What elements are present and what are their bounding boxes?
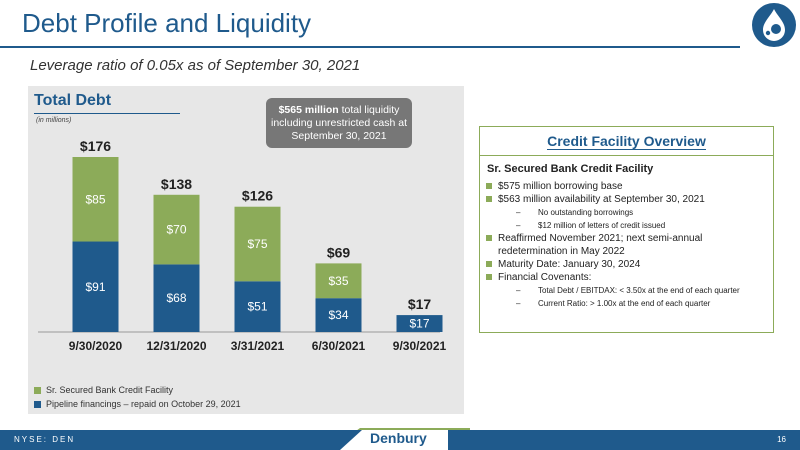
- bar-total-label: $69: [327, 244, 351, 260]
- bar-value-label: $75: [247, 237, 267, 251]
- credit-facility-box: Credit Facility Overview Sr. Secured Ban…: [479, 126, 774, 333]
- bullet-marker: [486, 196, 492, 202]
- bar-segment: [396, 315, 443, 332]
- bar-segment: [153, 194, 200, 265]
- sub-bullet-item: – $12 million of letters of credit issued: [516, 221, 666, 230]
- callout-text: total liquidity including unrestricted c…: [271, 103, 407, 142]
- bullet-item: Financial Covenants:: [486, 271, 768, 284]
- bar-segment: [315, 263, 362, 299]
- x-tick-label: 9/30/2020: [69, 339, 123, 353]
- bar-value-label: $51: [247, 300, 267, 314]
- chart-title: Total Debt: [34, 92, 112, 109]
- x-tick-label: 9/30/2021: [393, 339, 447, 353]
- bullet-item: $563 million availability at September 3…: [486, 193, 768, 206]
- sub-bullet-item: – Current Ratio: > 1.00x at the end of ea…: [516, 299, 711, 308]
- bullet-item: $575 million borrowing base: [486, 180, 768, 193]
- box-divider: [480, 155, 773, 156]
- legend-swatch-navy: [34, 400, 41, 408]
- bar-total-label: $176: [80, 138, 111, 154]
- ticker-label: NYSE: DEN: [14, 435, 76, 444]
- legend-label: Sr. Secured Bank Credit Facility: [46, 385, 174, 395]
- sub-bullet-text: Current Ratio: > 1.00x at the end of eac…: [538, 299, 711, 308]
- bar-segment: [234, 281, 281, 332]
- bar-value-label: $35: [328, 274, 348, 288]
- sub-bullet-text: $12 million of letters of credit issued: [538, 221, 666, 230]
- brand-wordmark: Denbury: [370, 430, 427, 446]
- legend-swatch-green: [34, 386, 41, 394]
- bullet-marker: [486, 261, 492, 267]
- bullet-text: Financial Covenants:: [498, 272, 592, 283]
- bar-total-label: $17: [408, 296, 432, 312]
- bullet-marker: [486, 183, 492, 189]
- x-tick-label: 6/30/2021: [312, 339, 366, 353]
- bullet-marker: [486, 235, 492, 241]
- sub-bullet-text: No outstanding borrowings: [538, 208, 634, 217]
- bar-segment: [315, 298, 362, 332]
- x-tick-label: 3/31/2021: [231, 339, 285, 353]
- legend-item-pipeline: Pipeline financings – repaid on October …: [34, 399, 241, 409]
- bullet-text: $575 million borrowing base: [498, 181, 623, 192]
- box-title: Credit Facility Overview: [547, 133, 706, 150]
- page-subtitle: Leverage ratio of 0.05x as of September …: [30, 57, 361, 74]
- bar-segment: [234, 206, 281, 282]
- sub-bullet-item: – No outstanding borrowings: [516, 208, 634, 217]
- bar-value-label: $68: [166, 291, 186, 305]
- units-label: (in millions): [36, 117, 72, 124]
- bar-segment: [72, 157, 119, 242]
- page-title: Debt Profile and Liquidity: [22, 8, 312, 38]
- bullet-item: Maturity Date: January 30, 2024: [486, 258, 768, 271]
- bullet-list: $575 million borrowing base $563 million …: [486, 180, 768, 310]
- x-tick-label: 12/31/2020: [146, 339, 206, 353]
- bar-segment: [72, 241, 119, 332]
- box-heading: Sr. Secured Bank Credit Facility: [487, 163, 654, 175]
- bar-value-label: $91: [85, 280, 105, 294]
- page-number: 16: [777, 435, 786, 444]
- bar-value-label: $85: [85, 192, 105, 206]
- bar-value-label: $34: [328, 308, 348, 322]
- title-divider: [0, 46, 740, 48]
- bullet-text: Reaffirmed November 2021; next semi-annu…: [498, 233, 703, 257]
- sub-bullet-item: – Total Debt / EBITDAX: < 3.50x at the en…: [516, 286, 740, 295]
- bar-segment: [153, 264, 200, 332]
- bar-total-label: $126: [242, 188, 273, 204]
- bullet-text: Maturity Date: January 30, 2024: [498, 259, 641, 270]
- bar-value-label: $17: [409, 317, 429, 331]
- bullet-marker: [486, 274, 492, 280]
- bar-value-label: $70: [166, 223, 186, 237]
- company-logo-icon: [752, 3, 796, 47]
- legend-item-credit-facility: Sr. Secured Bank Credit Facility: [34, 385, 173, 395]
- bar-total-label: $138: [161, 176, 192, 192]
- bullet-text: $563 million availability at September 3…: [498, 194, 705, 205]
- liquidity-callout: $565 million total liquidity including u…: [266, 98, 412, 148]
- bullet-item: Reaffirmed November 2021; next semi-annu…: [486, 232, 768, 258]
- sub-bullet-text: Total Debt / EBITDAX: < 3.50x at the end…: [538, 286, 740, 295]
- callout-bold-text: $565 million: [278, 103, 339, 116]
- legend-label: Pipeline financings – repaid on October …: [46, 399, 241, 409]
- chart-title-underline: [34, 113, 180, 114]
